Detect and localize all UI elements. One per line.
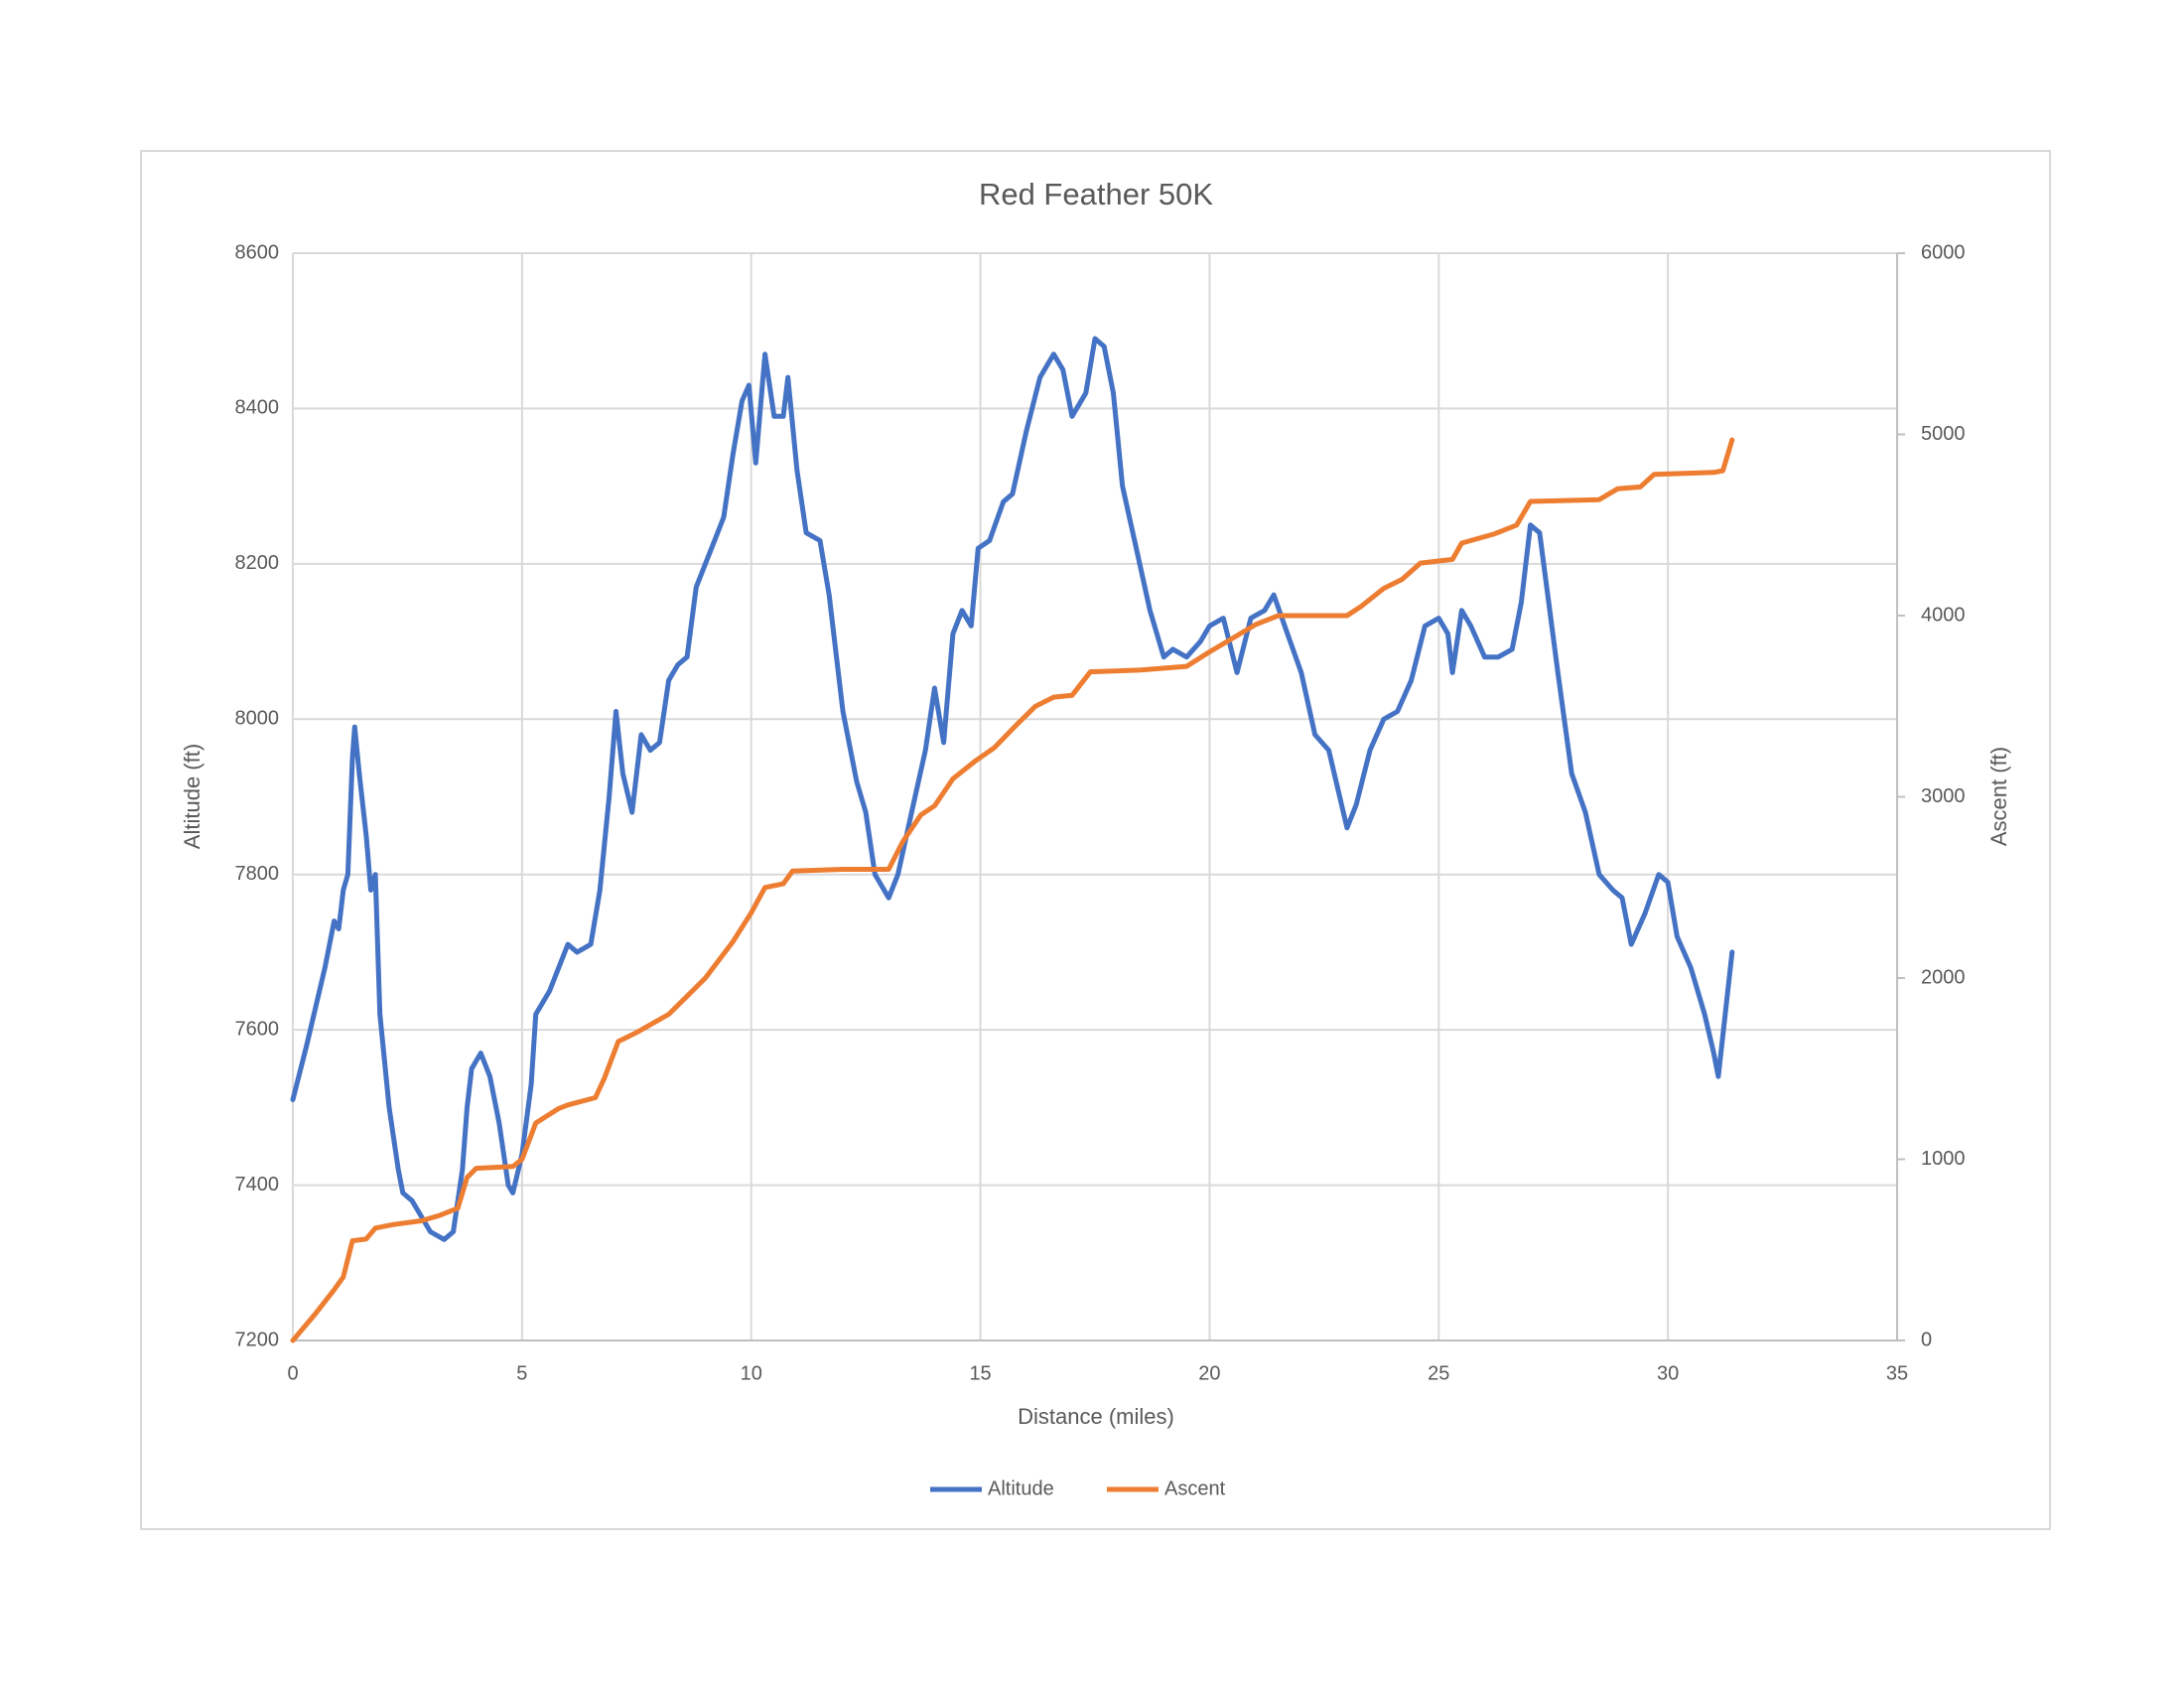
x-tick-label: 25 [1428, 1362, 1449, 1384]
y2-tick-label: 0 [1921, 1329, 1932, 1350]
y-tick-label: 7200 [235, 1329, 280, 1350]
x-tick-label: 10 [741, 1362, 762, 1384]
y2-tick-label: 5000 [1921, 423, 1966, 445]
y-tick-label: 7400 [235, 1174, 280, 1196]
y-tick-label: 7800 [235, 863, 280, 885]
legend-label: Ascent [1164, 1477, 1226, 1499]
y-tick-label: 7600 [235, 1018, 280, 1040]
y-tick-label: 8600 [235, 241, 280, 263]
legend-label: Altitude [988, 1477, 1054, 1499]
y-tick-label: 8400 [235, 397, 280, 419]
x-tick-label: 30 [1657, 1362, 1679, 1384]
x-tick-label: 5 [516, 1362, 527, 1384]
y2-tick-label: 2000 [1921, 966, 1966, 988]
x-tick-label: 15 [969, 1362, 991, 1384]
y-tick-label: 8000 [235, 708, 280, 730]
x-tick-label: 35 [1886, 1362, 1908, 1384]
y-axis-label: Altitude (ft) [180, 744, 205, 849]
y-tick-label: 8200 [235, 552, 280, 574]
chart-frame [140, 150, 2051, 1530]
y2-axis-label: Ascent (ft) [1986, 747, 2011, 846]
x-tick-label: 20 [1198, 1362, 1220, 1384]
x-tick-label: 0 [287, 1362, 298, 1384]
y2-tick-label: 3000 [1921, 785, 1966, 807]
data-line [290, 437, 1735, 1343]
y2-tick-label: 4000 [1921, 604, 1966, 626]
chart-title: Red Feather 50K [979, 177, 1213, 211]
data-line [290, 336, 1735, 1242]
x-axis-label: Distance (miles) [1018, 1404, 1174, 1429]
y2-tick-label: 6000 [1921, 241, 1966, 263]
y2-tick-label: 1000 [1921, 1148, 1966, 1170]
